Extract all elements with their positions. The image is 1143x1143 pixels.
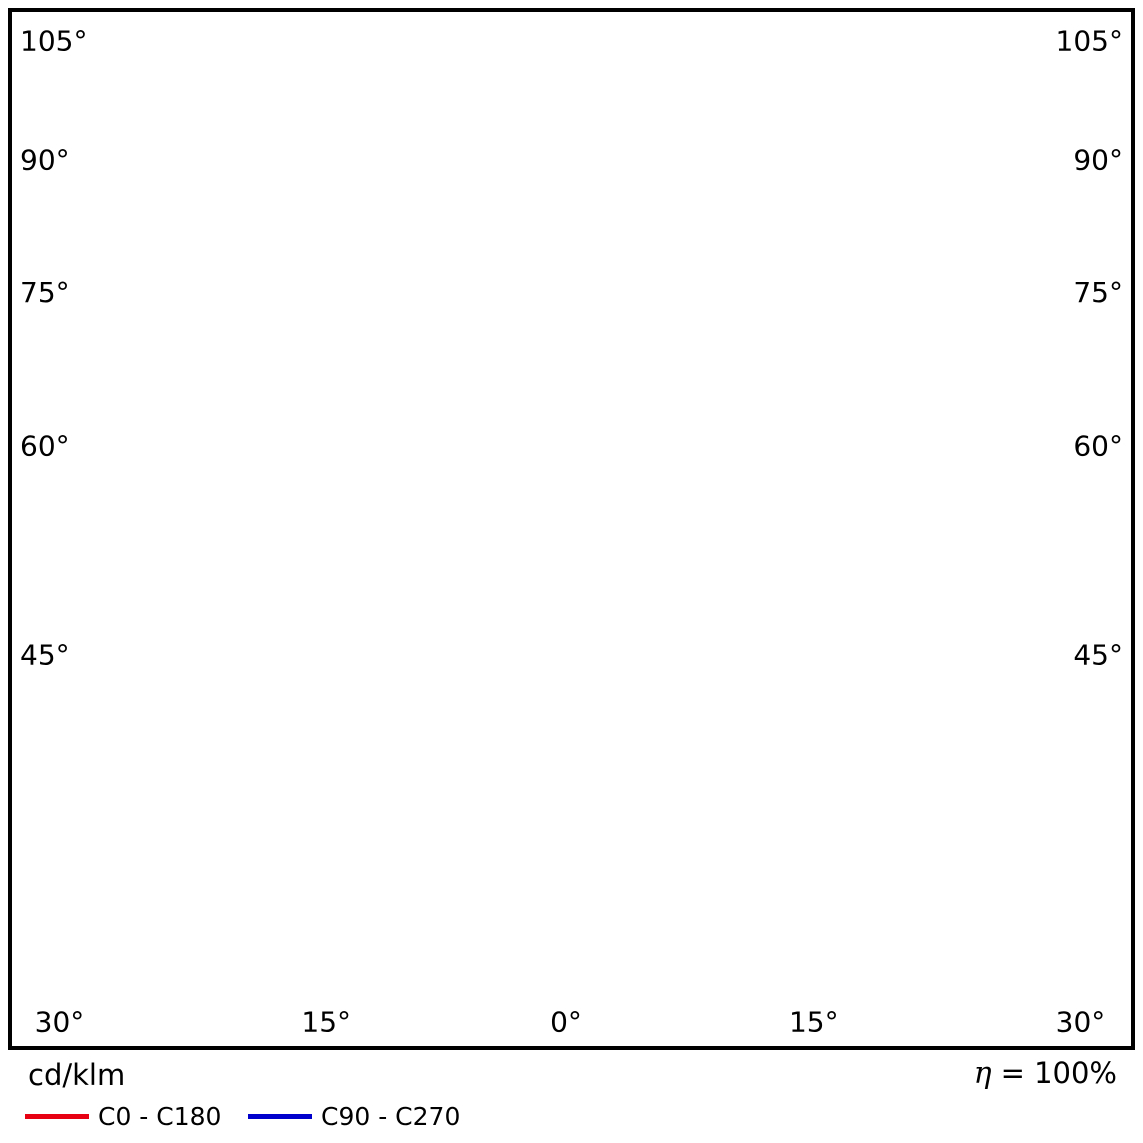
grid-ray xyxy=(609,305,984,1053)
unit-label: cd/klm xyxy=(28,1058,126,1092)
angle-tick-label: 60° xyxy=(20,429,70,462)
angle-tick-label: 90° xyxy=(1073,144,1123,177)
light-output-ratio: η = 100% xyxy=(974,1056,1117,1091)
polar-chart: 0° 15° 15° 30° 30° 45° 45° 60° 60° 75° 75° 90° 90° 10… xyxy=(0,0,1143,1053)
angle-tick-label: 45° xyxy=(20,639,70,672)
series-curves xyxy=(169,160,974,410)
blank-radial-label xyxy=(552,599,588,621)
legend-item-c0-c180: C0 - C180 xyxy=(25,1102,221,1131)
curve-c0-c180 xyxy=(169,160,974,410)
grid-ray xyxy=(0,0,425,121)
grid-ray xyxy=(715,0,1143,121)
grid-ray xyxy=(700,235,1143,960)
angle-tick-label: 0° xyxy=(550,1006,582,1039)
angle-tick-label: 45° xyxy=(1073,639,1123,672)
grid-ray xyxy=(645,290,1143,1053)
grid-ring xyxy=(0,0,1143,1053)
angle-tick-label: 15° xyxy=(301,1006,351,1039)
angle-tick-label: 30° xyxy=(1056,1006,1106,1039)
radial-scale-blank-boxes xyxy=(552,449,588,921)
curve-c90-c270 xyxy=(482,160,708,324)
angle-tick-label: 105° xyxy=(20,25,87,58)
grid-ray xyxy=(715,199,1143,574)
blank-radial-label xyxy=(552,899,588,921)
blank-radial-label xyxy=(552,749,588,771)
grid-ray xyxy=(0,235,440,960)
eta-symbol: η xyxy=(973,1056,992,1091)
eta-value: = 100% xyxy=(1000,1056,1117,1090)
grid-ray xyxy=(156,305,531,1053)
c0-c180-line-swatch xyxy=(25,1114,89,1119)
grid-ray xyxy=(0,290,495,1053)
grid-ring xyxy=(120,0,1020,610)
angle-tick-label: 105° xyxy=(1056,25,1123,58)
c90-c270-line-swatch xyxy=(248,1114,312,1119)
blank-radial-label xyxy=(552,449,588,471)
angle-tick-label: 75° xyxy=(20,276,70,309)
grid-ring xyxy=(0,0,1143,1053)
c90-c270-label: C90 - C270 xyxy=(321,1102,461,1131)
grid-ray xyxy=(0,199,425,574)
angle-tick-label: 90° xyxy=(20,144,70,177)
angle-tick-label: 30° xyxy=(35,1006,85,1039)
c0-c180-label: C0 - C180 xyxy=(98,1102,222,1131)
angle-tick-label: 15° xyxy=(789,1006,839,1039)
angle-tick-label: 60° xyxy=(1073,429,1123,462)
legend-item-c90-c270: C90 - C270 xyxy=(248,1102,460,1131)
legend: cd/klm η = 100% C0 - C180 C90 - C270 xyxy=(0,1050,1143,1143)
grid-ring xyxy=(270,0,870,460)
polar-grid xyxy=(0,0,1143,1053)
plot-border xyxy=(8,8,1135,1050)
angle-tick-label: 75° xyxy=(1073,276,1123,309)
grid-ring xyxy=(420,10,720,310)
angle-tick-labels: 0° 15° 15° 30° 30° 45° 45° 60° 60° 75° 75° 90° 90° 10… xyxy=(20,25,1123,1039)
grid-ring xyxy=(0,0,1143,760)
